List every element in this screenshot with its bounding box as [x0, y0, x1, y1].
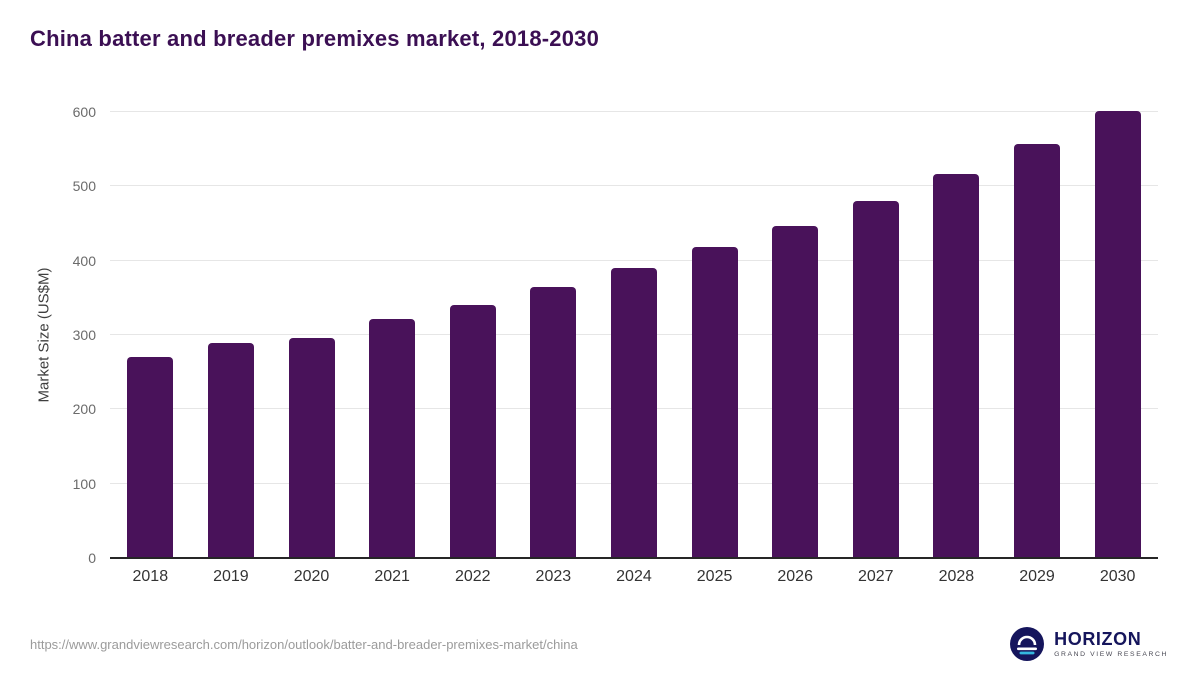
bar-2026: [772, 226, 819, 558]
x-tick-label-2024: 2024: [616, 568, 652, 585]
gridline-500: [110, 185, 1158, 187]
bar-column-2023: [513, 112, 594, 558]
x-tick-label-2023: 2023: [535, 568, 572, 585]
bar-column-2027: [835, 112, 916, 558]
bar-2024: [610, 268, 657, 558]
chart-title: China batter and breader premixes market…: [30, 26, 600, 51]
bar-2019: [207, 343, 254, 558]
bar-2029: [1014, 143, 1060, 558]
y-tick-label-0: 0: [88, 550, 96, 566]
bar-2023: [530, 287, 577, 558]
y-tick-label-400: 400: [72, 252, 96, 269]
bar-2022: [449, 304, 496, 558]
bar-2028: [933, 174, 980, 558]
logo-text: HORIZON GRAND VIEW RESEARCH: [1054, 630, 1168, 658]
x-tick-label-2019: 2019: [213, 568, 249, 585]
bar-column-2026: [755, 112, 836, 558]
bar-column-2029: [997, 112, 1078, 558]
bar-column-2018: [110, 112, 191, 558]
bar-column-2028: [916, 112, 997, 558]
y-tick-label-100: 100: [72, 475, 96, 492]
bar-column-2025: [674, 112, 755, 558]
bar-column-2021: [352, 112, 433, 558]
logo-title: HORIZON: [1054, 629, 1142, 650]
x-axis-line: [110, 557, 1158, 559]
x-tick-label-2029: 2029: [1019, 568, 1055, 585]
bar-2027: [852, 201, 899, 558]
horizon-logo: HORIZON GRAND VIEW RESEARCH: [1009, 626, 1168, 662]
bar-2020: [288, 337, 335, 558]
bar-column-2022: [432, 112, 513, 558]
x-tick-label-2018: 2018: [132, 568, 169, 585]
source-url: https://www.grandviewresearch.com/horizo…: [30, 636, 578, 652]
bar-column-2020: [271, 112, 352, 558]
y-tick-label-200: 200: [72, 401, 96, 418]
x-tick-label-2025: 2025: [696, 568, 733, 585]
y-axis-title: Market Size (US$M): [35, 267, 53, 403]
x-tick-label-2021: 2021: [374, 568, 410, 585]
bar-column-2030: [1077, 110, 1158, 558]
horizon-logo-icon: [1010, 627, 1045, 661]
bar-2025: [691, 247, 738, 558]
bar-series: [110, 110, 1158, 558]
x-tick-label-2020: 2020: [293, 568, 330, 585]
x-tick-label-2022: 2022: [454, 568, 491, 585]
gridline-400: [110, 259, 1158, 261]
y-tick-label-300: 300: [72, 327, 96, 343]
x-tick-label-2027: 2027: [857, 568, 894, 585]
logo-subtitle: GRAND VIEW RESEARCH: [1054, 650, 1168, 658]
gridline-600: [110, 111, 1158, 112]
bar-2021: [369, 319, 416, 558]
bar-2030: [1094, 110, 1141, 558]
x-axis-labels: 2018 2019 2020 2021 2022 2023 2024 2025 2026 2027…: [110, 568, 1158, 586]
bar-column-2019: [191, 112, 272, 558]
footer: https://www.grandviewresearch.com/horizo…: [0, 613, 1200, 675]
bar-2018: [127, 357, 174, 558]
x-tick-label-2028: 2028: [938, 568, 975, 585]
x-tick-label-2030: 2030: [1099, 568, 1136, 585]
plot-area: 0 100 200 300 400 500 600: [73, 104, 1158, 566]
x-tick-label-2026: 2026: [777, 568, 813, 585]
bar-column-2024: [594, 112, 675, 558]
y-tick-label-600: 600: [72, 104, 96, 120]
y-tick-label-500: 500: [72, 178, 96, 195]
